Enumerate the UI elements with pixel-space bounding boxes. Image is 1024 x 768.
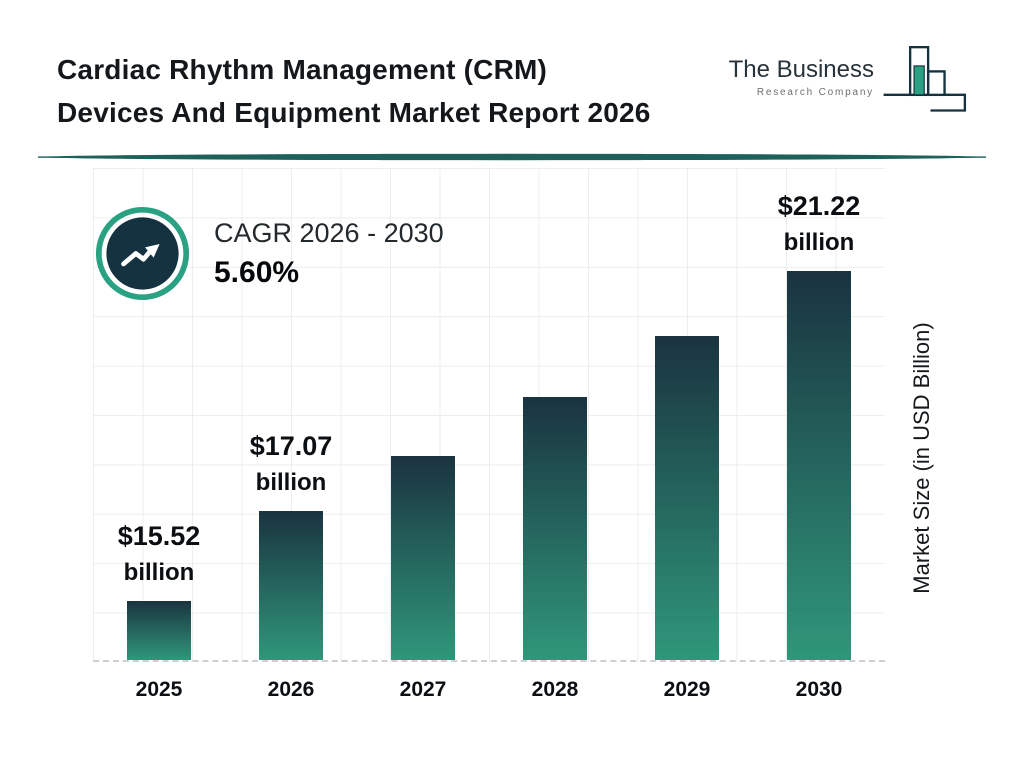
bar-2029 xyxy=(655,336,719,660)
logo-bars-icon xyxy=(883,45,967,112)
bar-column-2026: $17.07 billion xyxy=(225,168,357,660)
x-axis-label-2030: 2030 xyxy=(795,678,843,701)
y-axis-title: Market Size (in USD Billion) xyxy=(909,322,934,594)
bar-value-2030: $21.22 xyxy=(777,191,861,221)
x-axis-label-2025: 2025 xyxy=(135,678,183,701)
cagr-value: 5.60% xyxy=(214,255,300,289)
bar-unit-2025: billion xyxy=(123,559,195,586)
chart-plot-area: $15.52 billion $17.07 billion $21.22 billion xyxy=(93,168,885,662)
bar-column-2025: $15.52 billion xyxy=(93,168,225,660)
bar-2030 xyxy=(787,271,851,660)
bar-column-2030: $21.22 billion xyxy=(753,168,885,660)
bar-value-2026: $17.07 xyxy=(249,431,333,461)
page-title: Cardiac Rhythm Management (CRM) Devices … xyxy=(57,48,737,135)
bar-column-2028 xyxy=(489,168,621,660)
bar-value-label-2025: $15.52 billion xyxy=(62,521,257,587)
bar-2025 xyxy=(127,601,191,660)
company-name: The Business xyxy=(728,56,874,83)
company-subtitle: Research Company xyxy=(756,87,874,98)
divider-line xyxy=(38,153,986,161)
trend-up-icon xyxy=(95,206,190,301)
bar-column-2027 xyxy=(357,168,489,660)
bar-value-label-2026: $17.07 billion xyxy=(194,431,389,497)
x-axis-label-2026: 2026 xyxy=(267,678,315,701)
bar-unit-2026: billion xyxy=(255,469,327,496)
cagr-badge: CAGR 2026 - 2030 5.60% xyxy=(95,206,444,301)
bar-column-2029 xyxy=(621,168,753,660)
company-logo: The Business Research Company xyxy=(729,40,968,120)
bars-container: $15.52 billion $17.07 billion $21.22 billion xyxy=(93,168,885,660)
bar-2026 xyxy=(259,511,323,660)
bar-2028 xyxy=(523,397,587,660)
bar-unit-2030: billion xyxy=(783,229,855,256)
cagr-label: CAGR 2026 - 2030 xyxy=(214,217,444,248)
bar-value-label-2030: $21.22 billion xyxy=(722,191,917,257)
bar-value-2025: $15.52 xyxy=(117,521,201,551)
x-axis-label-2029: 2029 xyxy=(663,678,711,701)
x-axis: 2025 2026 2027 2028 2029 2030 xyxy=(93,678,885,702)
bar-2027 xyxy=(391,456,455,660)
page-title-line1: Cardiac Rhythm Management (CRM) xyxy=(57,54,548,85)
company-logo-text: The Business Research Company xyxy=(729,56,874,98)
cagr-text: CAGR 2026 - 2030 5.60% xyxy=(214,218,444,290)
page-title-line2: Devices And Equipment Market Report 2026 xyxy=(57,97,651,129)
x-axis-label-2028: 2028 xyxy=(531,678,579,701)
x-axis-label-2027: 2027 xyxy=(399,678,447,701)
